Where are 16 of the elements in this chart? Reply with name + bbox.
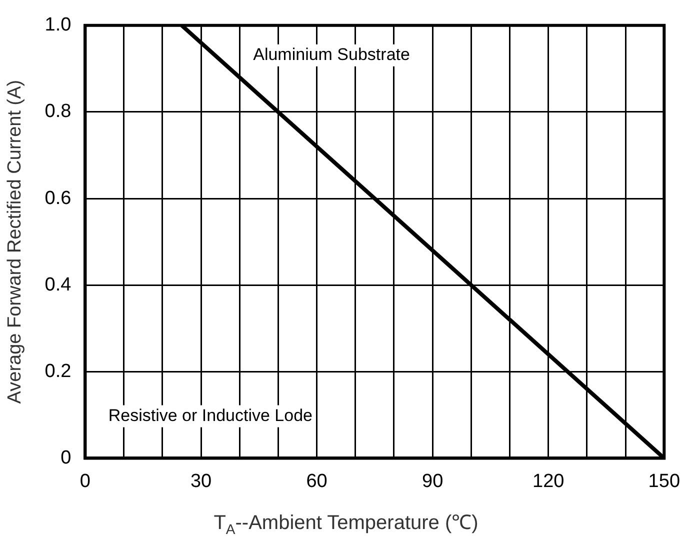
x-tick-label: 0 <box>80 470 90 492</box>
x-tick-label: 150 <box>648 470 680 492</box>
y-tick-label: 0.2 <box>44 360 72 382</box>
x-tick-label: 120 <box>532 470 564 492</box>
y-axis-title: Average Forward Rectified Current (A) <box>4 80 26 404</box>
y-tick-label: 0.4 <box>44 274 72 296</box>
annotation: Resistive or Inductive Lode <box>108 406 312 425</box>
x-tick-label: 60 <box>306 470 328 492</box>
y-tick-label: 0 <box>60 447 72 468</box>
annotation: Aluminium Substrate <box>253 45 410 64</box>
y-tick-label: 0.6 <box>44 188 72 209</box>
x-tick-label: 90 <box>422 470 444 492</box>
x-axis-title: T$_{A}$--Ambient Temperature (℃) <box>212 511 480 537</box>
y-tick-label: 1.0 <box>44 14 72 36</box>
y-tick-label: 0.8 <box>44 101 72 122</box>
x-tick-label: 30 <box>190 470 212 492</box>
